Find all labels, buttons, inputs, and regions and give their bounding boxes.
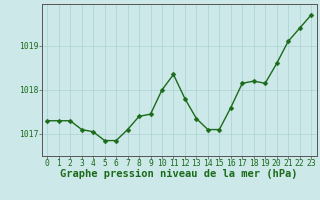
X-axis label: Graphe pression niveau de la mer (hPa): Graphe pression niveau de la mer (hPa)	[60, 169, 298, 179]
